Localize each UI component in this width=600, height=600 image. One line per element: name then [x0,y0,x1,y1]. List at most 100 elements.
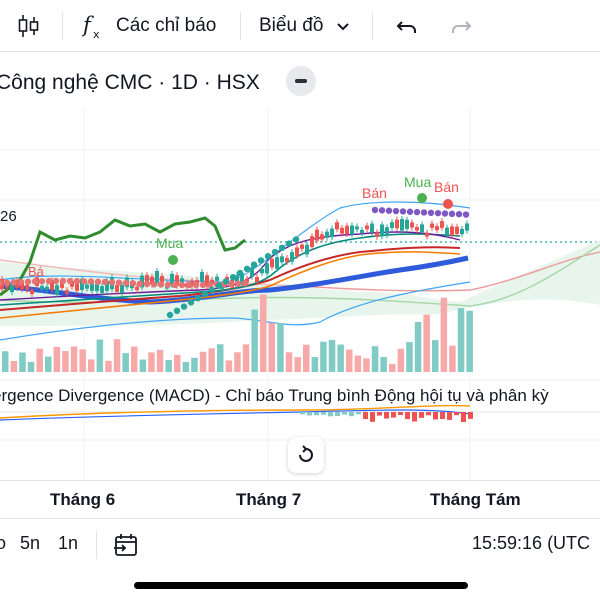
volume-bar [2,351,9,372]
reset-chart-button[interactable] [288,437,324,473]
candle [100,286,104,293]
chart-type-dropdown[interactable]: Biểu đồ [259,0,353,52]
volume-bar [346,349,353,372]
candle [200,271,204,282]
macd-bar [440,412,445,419]
sar-dot [52,277,60,285]
candle [55,285,59,295]
volume-bar [277,322,284,372]
volume-bar [380,357,387,372]
candle [270,258,274,268]
collapse-legend-button[interactable] [286,66,316,96]
volume-bar [242,344,250,372]
buy-signal-dot [168,255,178,265]
macd-bar [391,412,396,418]
ma-purple [0,231,461,301]
range-1y-button[interactable]: 1n [58,533,79,553]
candlestick-icon[interactable] [14,0,42,52]
sar-dot [257,257,265,264]
sar-dot [236,269,244,277]
sar-dot [101,278,109,286]
candle [285,257,289,262]
volume-bar [311,356,319,372]
macd-bar [321,412,326,415]
candle [310,236,314,247]
macd-bar [314,412,319,416]
candle [295,247,299,257]
volume-bar [337,344,344,372]
sar-dot [31,278,39,285]
volume-bar [139,359,147,372]
volume-bar [406,342,413,372]
undo-icon [396,21,416,33]
range-5y-button[interactable]: 5n [20,533,41,553]
symbol-title[interactable]: Công nghệ CMC · 1D · HSX [0,71,260,94]
candle [355,226,359,230]
toolbar-separator [372,12,373,40]
volume-bar [328,339,336,372]
cloud-line-red-2 [299,251,600,292]
candle [415,227,419,231]
sar-dot [201,290,209,298]
candle [395,219,399,229]
sar-dot [173,307,181,314]
candle [75,283,79,291]
candle [420,224,424,233]
top-toolbar: f x Các chỉ báo Biểu đồ [0,0,600,52]
sar-dot [87,278,95,285]
refresh-icon [299,445,313,462]
candle [425,232,429,237]
sar-dot [150,281,158,288]
candle [275,257,279,269]
clock-time[interactable]: 15:59:16 (UTC [472,533,591,553]
ma-orange [0,251,461,319]
sar-dot [157,281,165,288]
sar-dot [227,280,235,288]
macd-bar [384,412,389,419]
symbol-header: Công nghệ CMC · 1D · HSX [0,60,260,106]
volume-bar [70,346,78,372]
candle [220,285,224,289]
sar-dot [66,277,74,285]
macd-bar [398,412,403,416]
candle [155,270,159,283]
sar-dot [187,299,195,306]
sar-dot [194,295,202,302]
volume-bar [260,294,267,372]
volume-bar [79,349,86,372]
sar-dot [73,277,81,285]
price-chart[interactable]: 26 Mua Mua Bán Bán Bá [0,106,600,480]
candle [360,229,364,233]
volume-bar [389,363,396,372]
macd-signal-line [0,404,471,419]
sar-dot [24,278,32,285]
candle [280,256,284,263]
undo-button[interactable] [394,0,420,52]
candle [105,280,109,291]
volume-bar [414,321,422,372]
sar-dot [448,210,456,218]
redo-button[interactable] [448,0,474,52]
sar-dot [241,280,249,287]
indicators-button[interactable]: f x Các chỉ báo [80,0,216,52]
go-to-date-button[interactable] [112,531,140,564]
range-button[interactable]: o [0,533,7,553]
candle [325,231,329,238]
volume-bar [199,351,207,372]
function-icon: f x [81,13,100,40]
candle [405,219,409,229]
candle [145,275,149,285]
candle [450,226,454,236]
time-axis[interactable]: Tháng 6 Tháng 7 Tháng Tám [0,480,600,518]
sar-dot [206,281,214,288]
sar-dot [3,279,11,286]
indicators-label: Các chỉ báo [116,15,217,36]
candle [320,234,324,240]
macd-indicator-label[interactable]: ergence Divergence (MACD) - Chỉ báo Trun… [0,386,549,405]
volume-bar [440,297,448,372]
volume-bar [457,308,465,372]
toolbar-separator [96,531,97,559]
sar-dot [285,240,293,247]
macd-bar [405,412,410,420]
sar-dot [215,282,223,289]
